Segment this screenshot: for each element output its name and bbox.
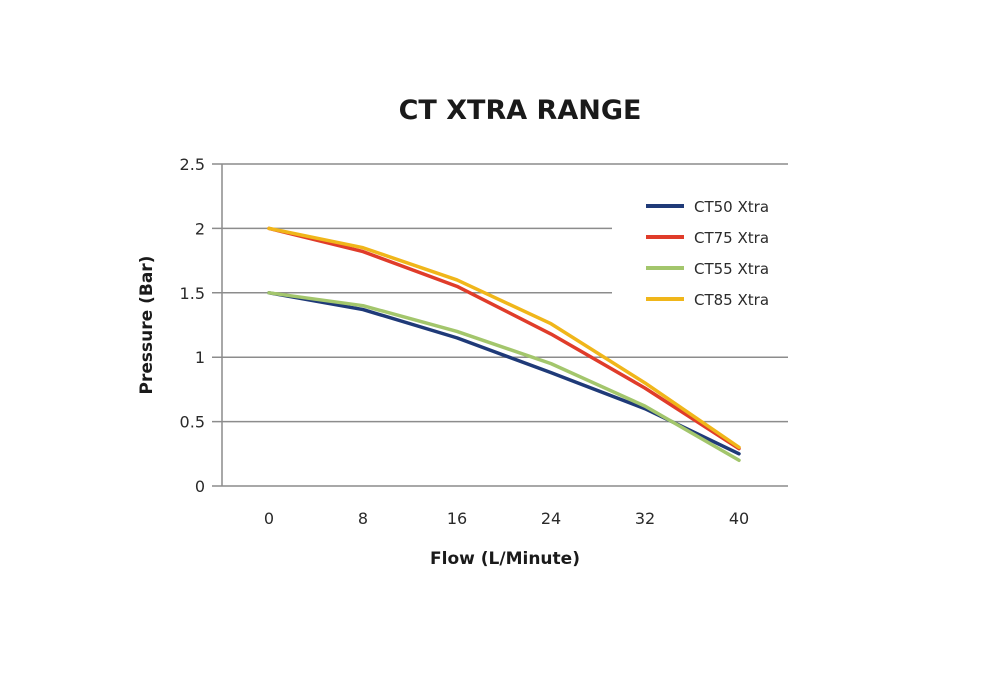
legend-entry: CT85 Xtra	[646, 291, 769, 309]
legend-label: CT55 Xtra	[694, 260, 769, 278]
x-tick-label: 40	[729, 509, 749, 528]
legend-entry: CT50 Xtra	[646, 198, 769, 216]
series-line-ct85-xtra	[267, 226, 741, 450]
legend-entry: CT75 Xtra	[646, 229, 769, 247]
y-tick-label: 2	[195, 219, 205, 238]
y-tick-label: 1	[195, 348, 205, 367]
x-tick-label: 16	[447, 509, 467, 528]
legend: CT50 Xtra CT75 Xtra CT55 Xtra CT85 Xtra	[646, 198, 769, 309]
series-line-ct75-xtra	[267, 226, 741, 451]
series-line-ct50-xtra	[267, 291, 741, 456]
y-tick-label: 1.5	[180, 284, 205, 303]
axes	[212, 164, 788, 487]
legend-label: CT50 Xtra	[694, 198, 769, 216]
y-axis-title: Pressure (Bar)	[137, 256, 157, 395]
legend-label: CT85 Xtra	[694, 291, 769, 309]
x-tick-label: 24	[541, 509, 561, 528]
x-axis-title: Flow (L/Minute)	[430, 549, 580, 569]
legend-label: CT75 Xtra	[694, 229, 769, 247]
y-tick-label: 2.5	[180, 155, 205, 174]
x-tick-labels: 0 8 16 24 32 40	[264, 509, 749, 528]
y-tick-label: 0.5	[180, 413, 205, 432]
x-tick-label: 8	[358, 509, 368, 528]
y-tick-label: 0	[195, 477, 205, 496]
x-tick-label: 0	[264, 509, 274, 528]
series-lines	[267, 226, 741, 462]
x-tick-label: 32	[635, 509, 655, 528]
chart-title: CT XTRA RANGE	[399, 95, 642, 126]
legend-entry: CT55 Xtra	[646, 260, 769, 278]
y-tick-labels: 0 0.5 1 1.5 2 2.5	[180, 155, 205, 496]
series-line-ct55-xtra	[267, 291, 741, 462]
